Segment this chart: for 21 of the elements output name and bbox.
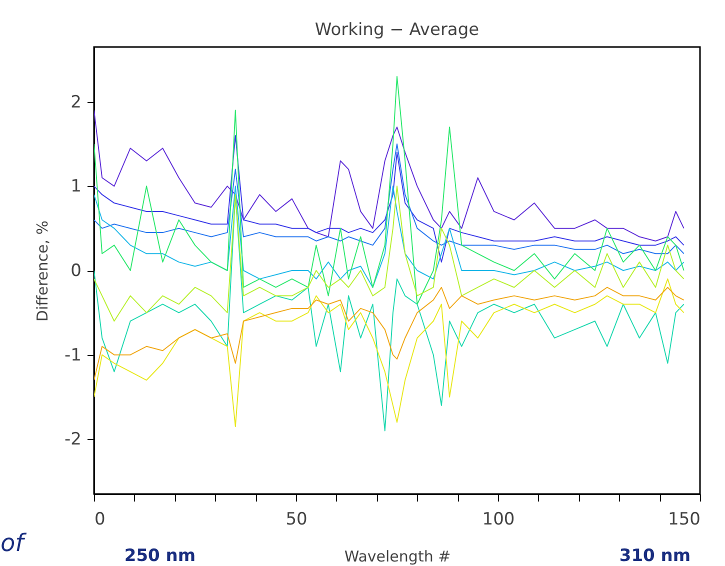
y-tick-label: 2 [70, 92, 82, 112]
line-series [94, 186, 684, 322]
y-tick-label: -1 [64, 345, 82, 366]
line-series [94, 186, 684, 288]
x-tick-label: 100 [482, 510, 515, 530]
line-series [94, 286, 684, 381]
y-tick-label: 1 [70, 176, 82, 197]
text: of [0, 529, 28, 557]
line-series [94, 76, 684, 305]
x-tick-label: 0 [94, 510, 106, 530]
x-axis-title: Wavelength # [344, 548, 451, 566]
x-tick-label: 50 [286, 510, 308, 530]
line-series [94, 278, 684, 428]
y-tick-label: -2 [64, 430, 82, 450]
y-axis-title: Difference, % [34, 220, 52, 322]
text: 250 nm [124, 546, 196, 566]
x-tick-label: 150 [668, 510, 700, 530]
chart-title: Working − Average [314, 20, 480, 40]
text: 310 nm [619, 546, 691, 566]
y-tick-label: 0 [70, 261, 82, 281]
line-series [94, 110, 684, 242]
